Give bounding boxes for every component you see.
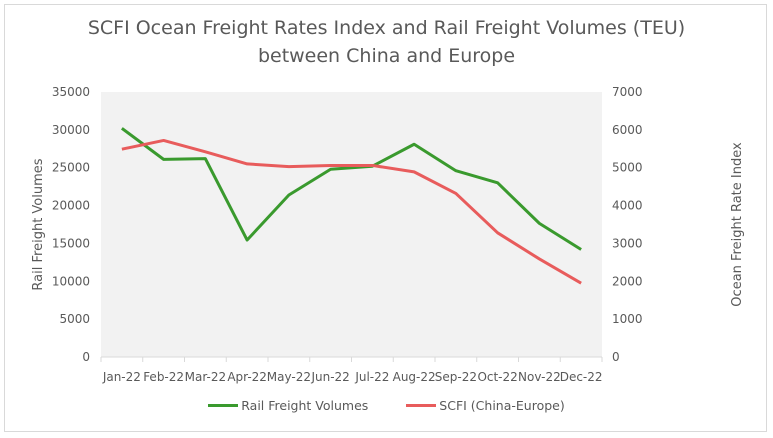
legend-swatch bbox=[208, 404, 239, 407]
legend-swatch bbox=[406, 404, 437, 407]
legend-label: SCFI (China-Europe) bbox=[439, 398, 565, 413]
y-right-tick-label: 1000 bbox=[612, 312, 643, 326]
x-tick-label: May-22 bbox=[267, 370, 311, 384]
x-tick-label: Aug-22 bbox=[393, 370, 436, 384]
legend-item: Rail Freight Volumes bbox=[208, 398, 368, 413]
x-tick-label: Jan-22 bbox=[102, 370, 141, 384]
chart-frame bbox=[4, 4, 767, 432]
y-right-tick-label: 0 bbox=[612, 350, 620, 364]
y-right-tick-label: 2000 bbox=[612, 274, 643, 288]
y-left-tick-label: 30000 bbox=[52, 123, 90, 137]
legend: Rail Freight Volumes SCFI (China-Europe) bbox=[0, 398, 773, 413]
x-tick-label: Jun-22 bbox=[310, 370, 349, 384]
y-left-tick-label: 5000 bbox=[59, 312, 90, 326]
y-left-tick-label: 20000 bbox=[52, 199, 90, 213]
x-tick-label: Oct-22 bbox=[477, 370, 517, 384]
x-tick-label: Mar-22 bbox=[185, 370, 226, 384]
legend-label: Rail Freight Volumes bbox=[241, 398, 369, 413]
x-tick-label: Jul-22 bbox=[354, 370, 389, 384]
series-line-1 bbox=[121, 138, 582, 285]
series-line-0 bbox=[120, 127, 582, 251]
x-tick-label: Sep-22 bbox=[435, 370, 477, 384]
y-left-tick-label: 10000 bbox=[52, 274, 90, 288]
y-left-tick-label: 0 bbox=[82, 350, 90, 364]
y-right-tick-label: 7000 bbox=[612, 85, 643, 99]
legend-item: SCFI (China-Europe) bbox=[406, 398, 565, 413]
y-right-tick-label: 5000 bbox=[612, 161, 643, 175]
y-left-tick-label: 15000 bbox=[52, 236, 90, 250]
y-left-tick-label: 25000 bbox=[52, 161, 90, 175]
x-tick-label: Dec-22 bbox=[560, 370, 603, 384]
y-left-axis-title: Rail Freight Volumes bbox=[31, 158, 46, 290]
x-tick-label: Feb-22 bbox=[143, 370, 184, 384]
y-right-axis-title: Ocean Freight Rate Index bbox=[730, 142, 745, 307]
plot-area bbox=[101, 92, 602, 357]
y-left-tick-label: 35000 bbox=[52, 85, 90, 99]
chart-title-line-2: between China and Europe bbox=[257, 45, 516, 67]
chart-title: SCFI Ocean Freight Rates Index and Rail … bbox=[0, 14, 773, 70]
x-tick-label: Nov-22 bbox=[518, 370, 561, 384]
y-right-tick-label: 3000 bbox=[612, 236, 643, 250]
y-right-tick-label: 4000 bbox=[612, 199, 643, 213]
x-tick-label: Apr-22 bbox=[227, 370, 267, 384]
y-right-tick-label: 6000 bbox=[612, 123, 643, 137]
chart-title-line-1: SCFI Ocean Freight Rates Index and Rail … bbox=[87, 17, 686, 39]
